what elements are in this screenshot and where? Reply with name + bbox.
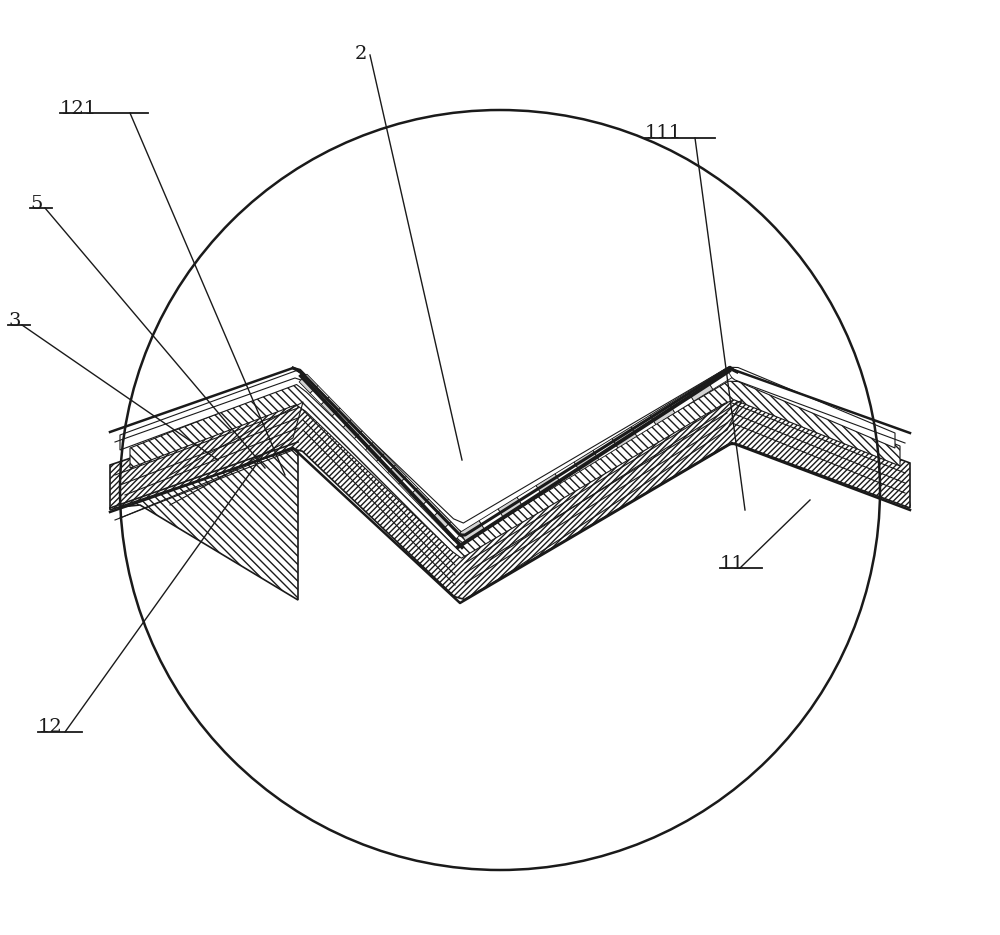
Polygon shape [631,415,656,437]
Polygon shape [332,409,351,427]
Polygon shape [110,445,298,600]
Polygon shape [593,439,618,460]
Polygon shape [669,392,694,413]
Polygon shape [388,465,407,484]
Text: 3: 3 [8,312,20,330]
Polygon shape [110,399,910,599]
Polygon shape [130,378,900,558]
Polygon shape [498,497,523,518]
Polygon shape [321,396,340,416]
Polygon shape [465,405,910,595]
Polygon shape [120,367,895,537]
Text: 111: 111 [645,124,682,142]
Polygon shape [650,404,675,424]
Text: 11: 11 [720,555,745,573]
Polygon shape [479,509,504,530]
Polygon shape [707,368,732,389]
Polygon shape [410,488,429,507]
Polygon shape [536,474,561,495]
Polygon shape [517,485,542,507]
Polygon shape [555,462,580,483]
Polygon shape [299,374,318,394]
Polygon shape [354,431,373,450]
Polygon shape [399,476,418,496]
Polygon shape [365,442,384,461]
Text: 12: 12 [38,718,63,736]
Polygon shape [612,427,637,448]
Text: 5: 5 [30,195,42,213]
Polygon shape [432,511,451,529]
Polygon shape [574,451,599,471]
Text: 121: 121 [60,100,97,118]
Polygon shape [460,521,485,541]
Polygon shape [443,522,462,540]
Polygon shape [421,499,440,518]
Polygon shape [343,420,362,439]
Polygon shape [310,385,329,405]
Polygon shape [377,453,396,473]
Polygon shape [688,380,713,401]
Text: 2: 2 [355,45,367,63]
